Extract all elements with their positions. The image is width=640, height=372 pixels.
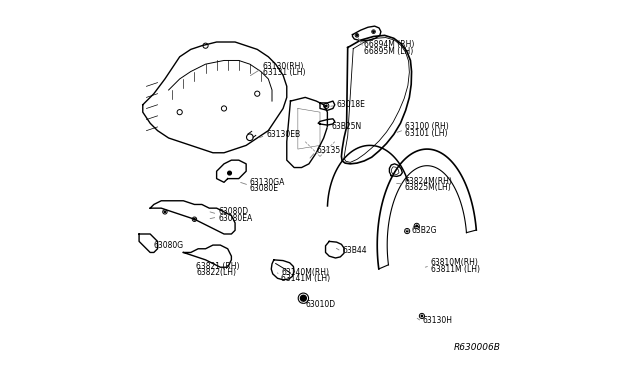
Text: 63131 (LH): 63131 (LH)	[263, 68, 305, 77]
Text: 63130EB: 63130EB	[266, 130, 301, 139]
Circle shape	[228, 171, 232, 175]
Text: 63080E: 63080E	[250, 184, 279, 193]
Text: 63018E: 63018E	[337, 100, 365, 109]
Text: 63080D: 63080D	[218, 207, 248, 217]
Text: 63130GA: 63130GA	[250, 178, 285, 187]
Text: 63825M(LH): 63825M(LH)	[405, 183, 452, 192]
Text: 63135: 63135	[316, 147, 340, 155]
Circle shape	[421, 315, 422, 317]
Text: 63141M (LH): 63141M (LH)	[281, 274, 330, 283]
Text: 66895M (LH): 66895M (LH)	[364, 47, 413, 56]
Text: 63080G: 63080G	[154, 241, 184, 250]
Circle shape	[194, 218, 195, 220]
Text: 63080EA: 63080EA	[218, 214, 253, 222]
Text: 63010D: 63010D	[305, 300, 335, 310]
Text: 66894M (RH): 66894M (RH)	[364, 41, 415, 49]
Text: 63824M(RH): 63824M(RH)	[405, 177, 452, 186]
Text: 63130H: 63130H	[422, 316, 452, 325]
Text: R630006B: R630006B	[454, 343, 500, 352]
Text: 63822(LH): 63822(LH)	[196, 268, 236, 277]
Text: 63811M (LH): 63811M (LH)	[431, 264, 480, 273]
Circle shape	[164, 211, 166, 212]
Text: 63B2G: 63B2G	[412, 226, 437, 235]
Circle shape	[356, 35, 358, 36]
Text: 63140M(RH): 63140M(RH)	[281, 267, 329, 276]
Text: 63101 (LH): 63101 (LH)	[405, 129, 447, 138]
Text: 63B44: 63B44	[342, 246, 367, 255]
Circle shape	[326, 105, 327, 107]
Text: 63100 (RH): 63100 (RH)	[405, 122, 449, 131]
Circle shape	[300, 295, 307, 301]
Circle shape	[416, 225, 417, 227]
Circle shape	[406, 230, 408, 232]
Text: 63B25N: 63B25N	[331, 122, 362, 131]
Circle shape	[372, 31, 374, 32]
Text: 63130(RH): 63130(RH)	[263, 61, 304, 71]
Text: 63821 (RH): 63821 (RH)	[196, 262, 240, 271]
Text: 63810M(RH): 63810M(RH)	[431, 258, 479, 267]
